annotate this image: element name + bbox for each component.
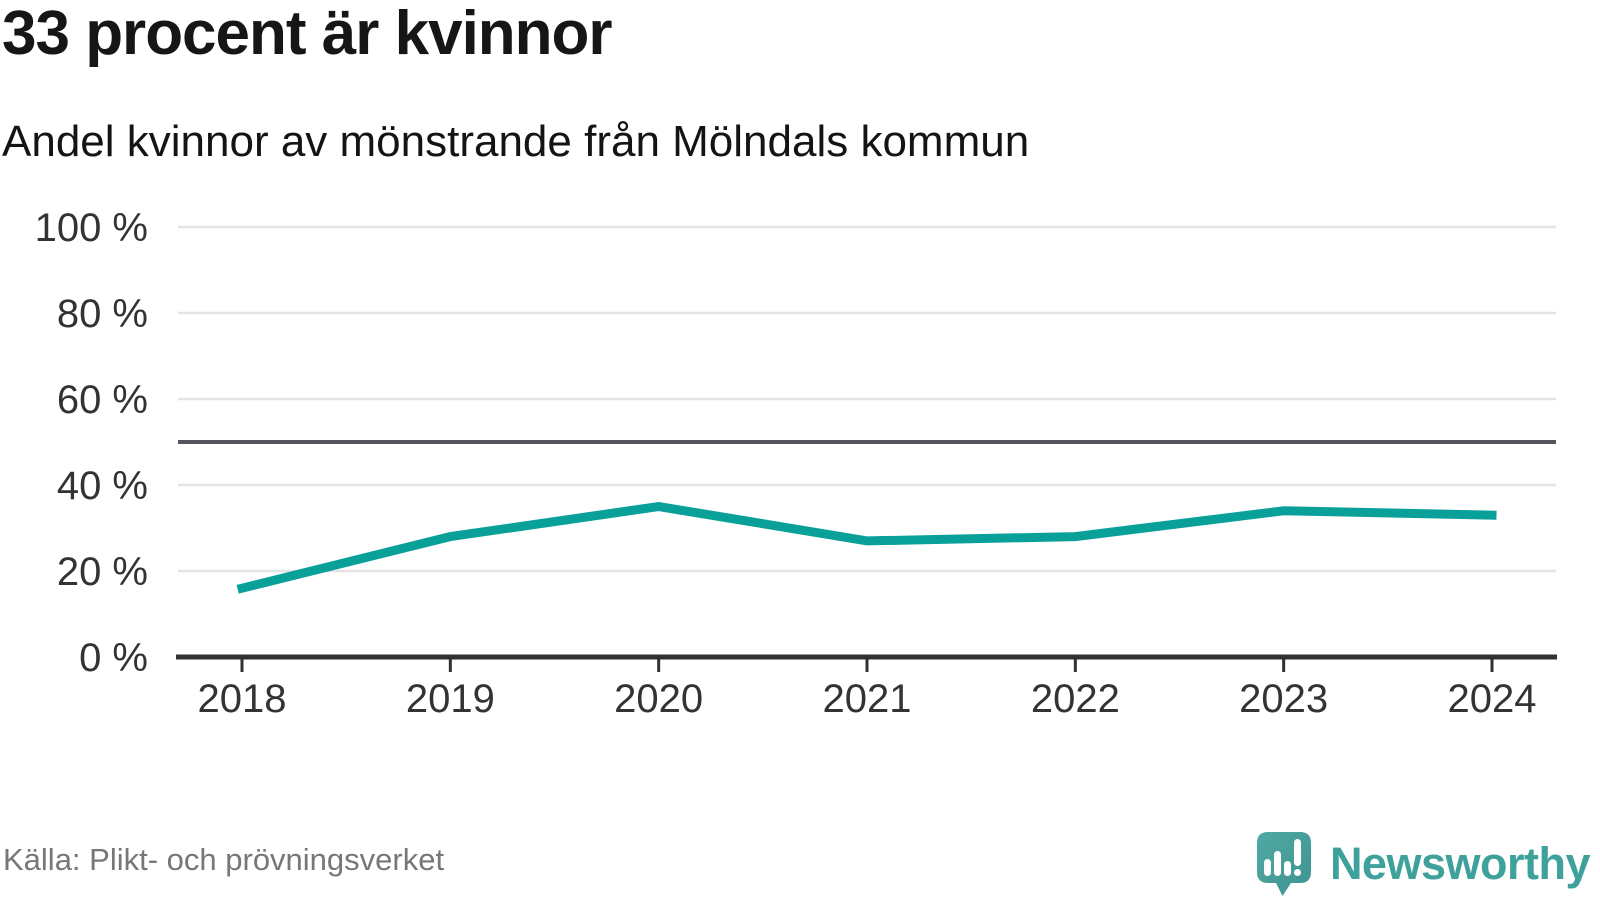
x-axis-label-2018: 2018 xyxy=(198,677,287,721)
x-axis-label-2024: 2024 xyxy=(1448,677,1537,721)
y-axis-label-80: 80 % xyxy=(57,292,148,336)
chart-title: 33 procent är kvinnor xyxy=(2,0,613,68)
chart-subtitle: Andel kvinnor av mönstrande från Mölndal… xyxy=(2,117,1030,166)
y-axis-label-20: 20 % xyxy=(57,550,148,594)
data-line-0 xyxy=(236,501,1497,594)
y-axis-label-60: 60 % xyxy=(57,378,148,422)
y-axis-label-0: 0 % xyxy=(79,636,148,680)
newsworthy-logo-icon xyxy=(1256,832,1311,896)
y-axis-label-100: 100 % xyxy=(35,206,148,250)
x-axis-label-2023: 2023 xyxy=(1239,677,1328,721)
newsworthy-logo: Newsworthy xyxy=(1254,832,1591,896)
source-note: Källa: Plikt- och prövningsverket xyxy=(3,842,445,877)
newsworthy-logo-text: Newsworthy xyxy=(1329,838,1591,889)
logo-bar-chart-glyph xyxy=(1263,839,1301,876)
y-axis-label-40: 40 % xyxy=(57,464,148,508)
x-axis-label-2021: 2021 xyxy=(823,677,912,721)
x-axis-label-2020: 2020 xyxy=(614,677,703,721)
x-axis-label-2022: 2022 xyxy=(1031,677,1120,721)
x-axis-label-2019: 2019 xyxy=(406,677,495,721)
